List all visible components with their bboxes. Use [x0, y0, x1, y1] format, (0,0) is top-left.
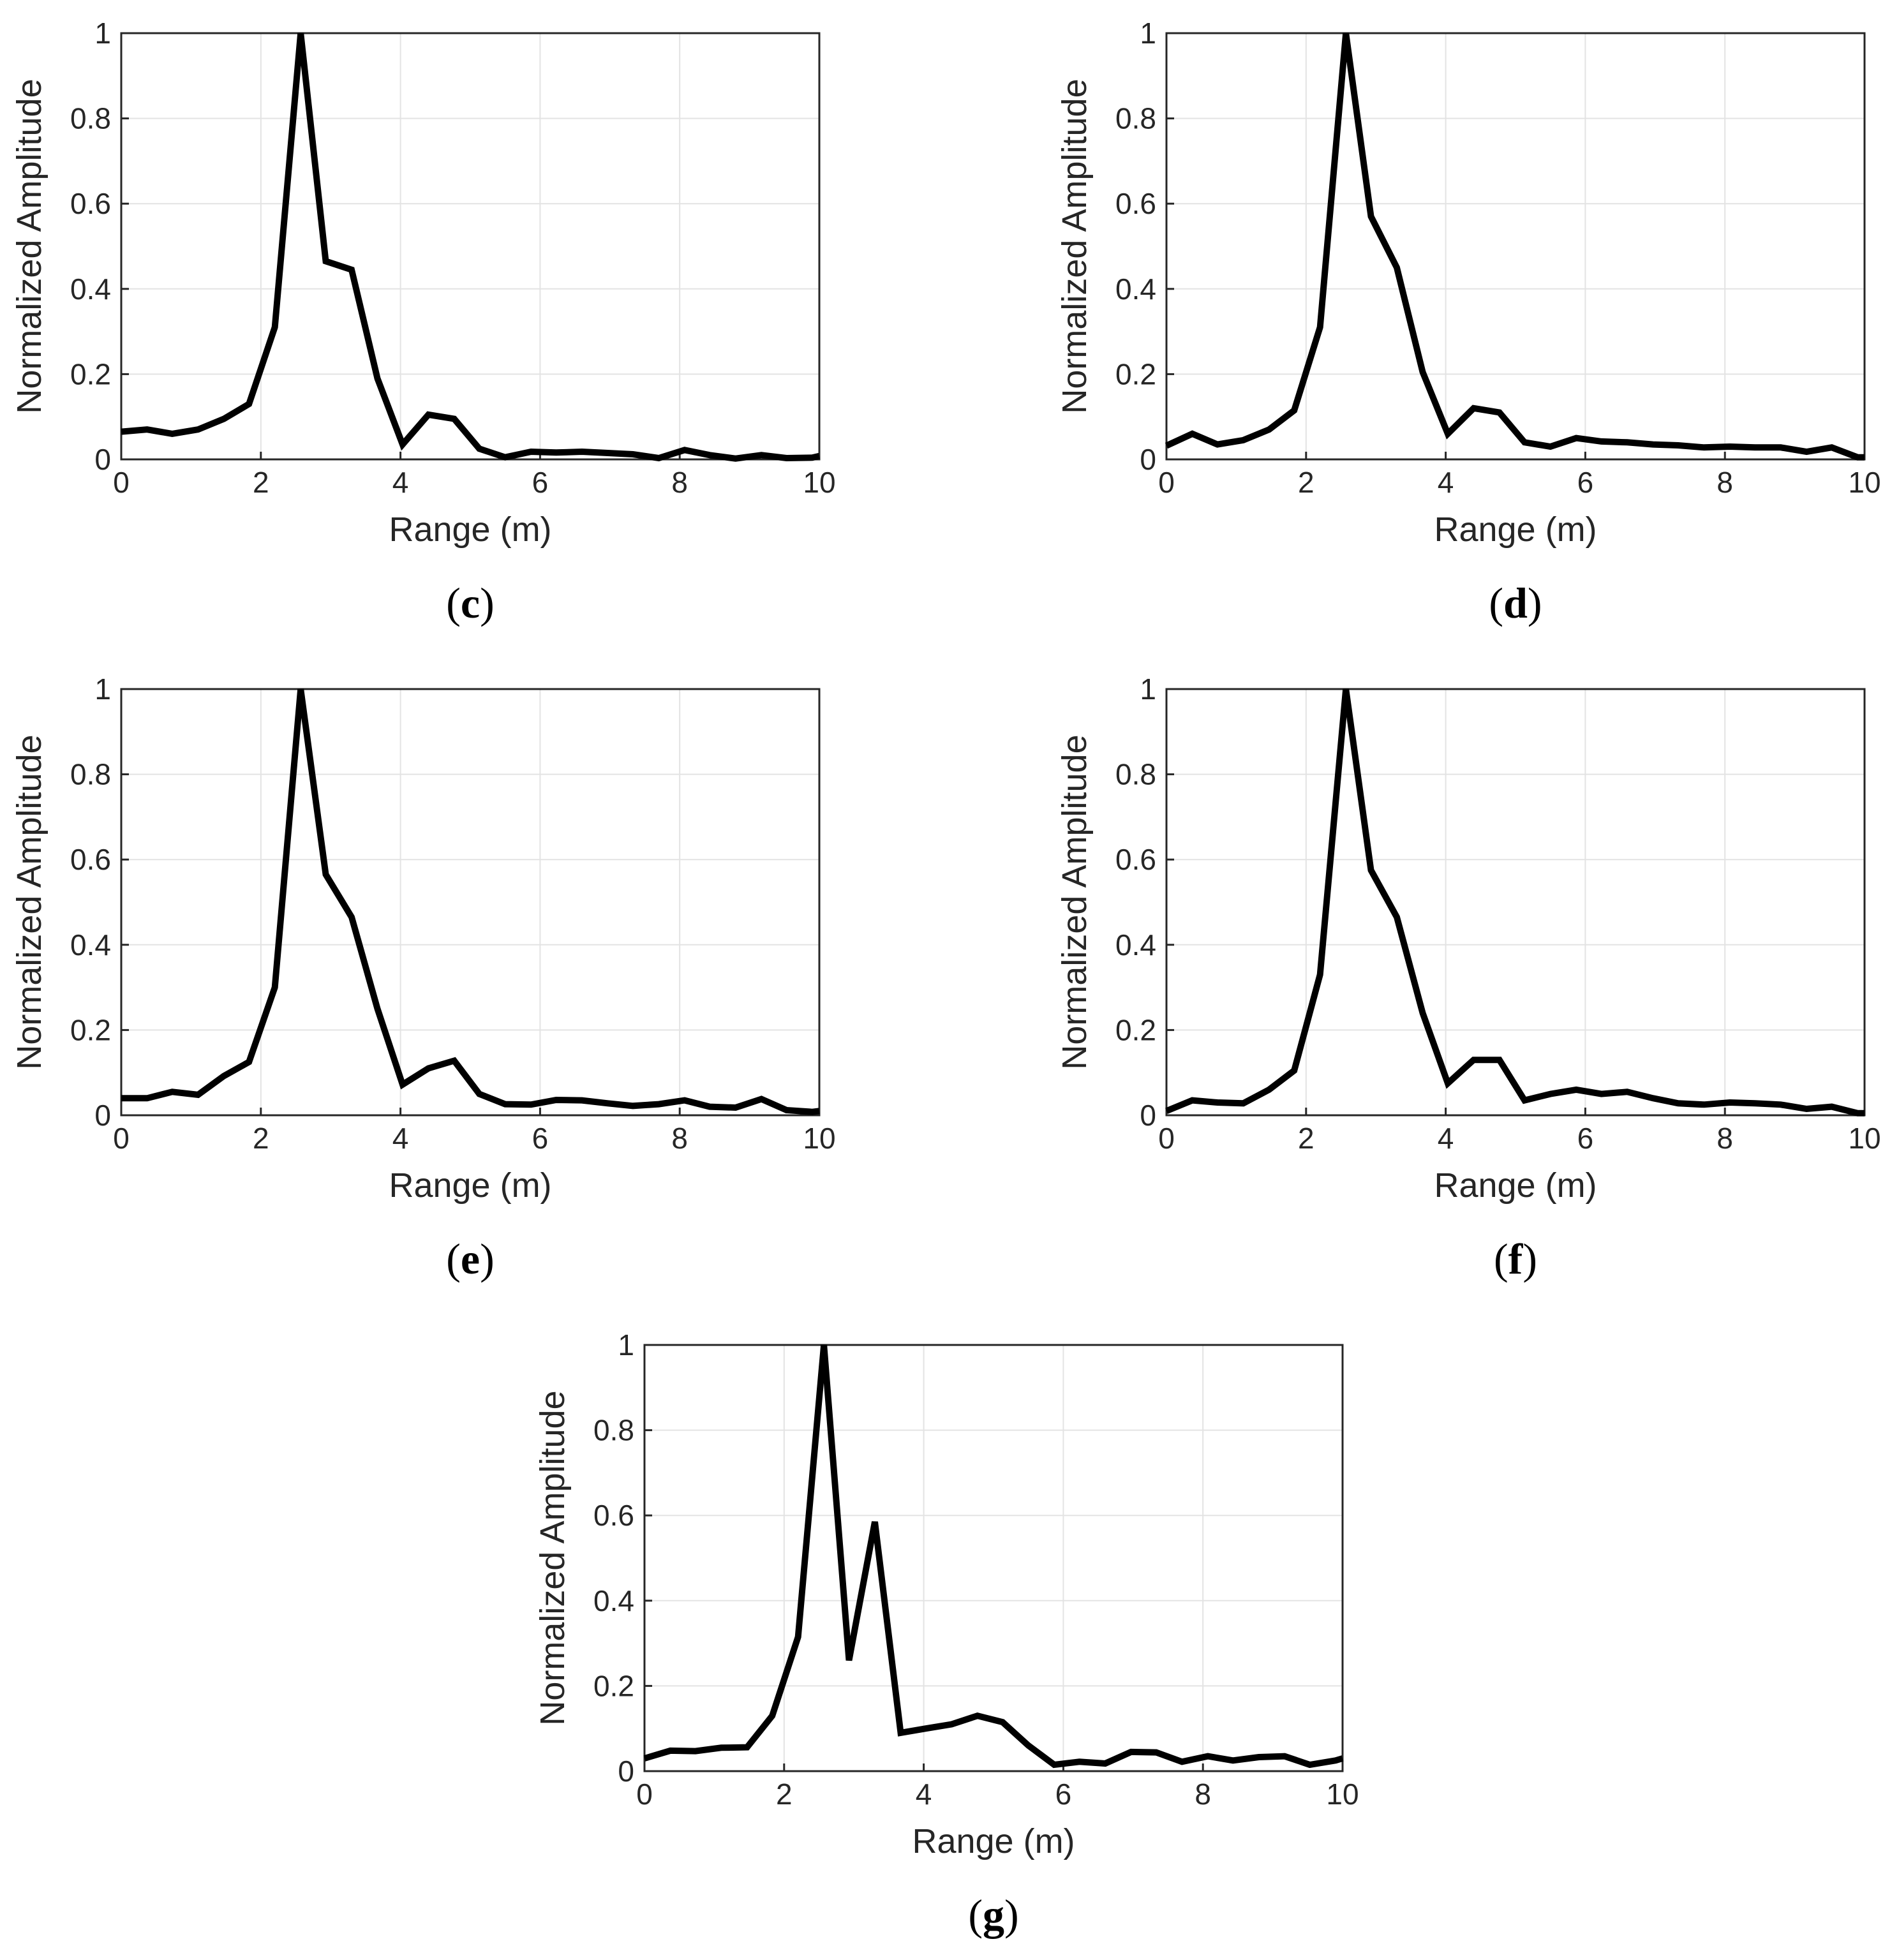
y-tick-label-f-2: 0.4 — [1115, 928, 1156, 961]
y-tick-label-c-1: 0.2 — [70, 357, 111, 390]
x-tick-label-c-0: 0 — [113, 466, 130, 499]
x-tick-label-c-5: 10 — [803, 466, 835, 499]
y-tick-label-g-2: 0.4 — [593, 1584, 634, 1617]
x-tick-label-c-2: 4 — [392, 466, 409, 499]
y-tick-label-d-0: 0 — [1140, 443, 1156, 476]
x-tick-label-d-2: 4 — [1438, 466, 1454, 499]
x-axis-label-d: Range (m) — [1434, 510, 1597, 549]
y-tick-label-d-1: 0.2 — [1115, 357, 1156, 390]
series-line-g — [643, 1344, 1344, 1769]
panel-label-e: (e) — [446, 1235, 495, 1283]
y-tick-label-g-3: 0.6 — [593, 1499, 634, 1532]
y-axis-label-g: Normalized Amplitude — [533, 1390, 572, 1725]
y-tick-label-f-0: 0 — [1140, 1099, 1156, 1132]
chart-panel-d: 0 2 4 6 8 10 0 0.2 0.4 0.6 0.8 1 Range (m) Normalized… — [1055, 17, 1881, 627]
x-tick-label-f-5: 10 — [1848, 1122, 1880, 1155]
y-tick-label-e-0: 0 — [94, 1099, 111, 1132]
y-tick-label-g-4: 0.8 — [593, 1414, 634, 1447]
x-tick-label-e-4: 8 — [671, 1122, 688, 1155]
x-tick-label-f-0: 0 — [1158, 1122, 1175, 1155]
x-axis-label-g: Range (m) — [912, 1822, 1075, 1860]
panel-label-g: (g) — [968, 1890, 1018, 1939]
panel-label-d: (d) — [1489, 579, 1542, 627]
y-tick-label-d-5: 1 — [1140, 17, 1156, 50]
x-axis-label-f: Range (m) — [1434, 1166, 1597, 1205]
x-tick-label-g-3: 6 — [1055, 1778, 1072, 1811]
chart-panel-c: 0 2 4 6 8 10 0 0.2 0.4 0.6 0.8 1 Range (m) Normalized… — [10, 17, 836, 627]
y-tick-label-f-4: 0.8 — [1115, 758, 1156, 791]
x-tick-label-e-1: 2 — [253, 1122, 269, 1155]
y-tick-label-c-0: 0 — [94, 443, 111, 476]
axes-box-g — [643, 1344, 1344, 1772]
y-tick-label-f-5: 1 — [1140, 672, 1156, 706]
y-tick-label-e-5: 1 — [94, 672, 111, 706]
chart-panel-g: 0 2 4 6 8 10 0 0.2 0.4 0.6 0.8 1 Range (m) Normalized… — [533, 1328, 1359, 1939]
x-tick-label-e-5: 10 — [803, 1122, 835, 1155]
y-axis-label-c: Normalized Amplitude — [10, 78, 48, 413]
y-tick-label-g-1: 0.2 — [593, 1669, 634, 1702]
x-tick-label-g-4: 8 — [1195, 1778, 1211, 1811]
y-tick-label-f-1: 0.2 — [1115, 1013, 1156, 1046]
y-tick-label-g-5: 1 — [618, 1328, 634, 1362]
axes-box-d — [1165, 32, 1866, 461]
x-tick-label-c-4: 8 — [671, 466, 688, 499]
y-tick-label-c-3: 0.6 — [70, 187, 111, 220]
x-tick-label-d-3: 6 — [1577, 466, 1594, 499]
x-tick-label-g-2: 4 — [916, 1778, 932, 1811]
x-axis-label-e: Range (m) — [389, 1166, 551, 1205]
x-tick-label-d-0: 0 — [1158, 466, 1175, 499]
x-tick-label-f-2: 4 — [1438, 1122, 1454, 1155]
x-tick-label-g-5: 10 — [1326, 1778, 1359, 1811]
y-tick-label-g-0: 0 — [618, 1755, 634, 1788]
y-tick-label-e-3: 0.6 — [70, 843, 111, 876]
y-tick-label-c-5: 1 — [94, 17, 111, 50]
y-tick-label-f-3: 0.6 — [1115, 843, 1156, 876]
x-tick-label-d-4: 8 — [1717, 466, 1733, 499]
x-tick-label-g-1: 2 — [776, 1778, 793, 1811]
x-axis-label-c: Range (m) — [389, 510, 551, 549]
panel-label-c: (c) — [446, 579, 495, 627]
y-tick-label-c-2: 0.4 — [70, 272, 111, 306]
x-tick-label-e-2: 4 — [392, 1122, 409, 1155]
axes-box-c — [120, 32, 821, 461]
x-tick-label-e-0: 0 — [113, 1122, 130, 1155]
y-axis-label-d: Normalized Amplitude — [1055, 78, 1094, 413]
x-tick-label-c-3: 6 — [532, 466, 549, 499]
series-line-e — [121, 688, 820, 1115]
chart-panel-e: 0 2 4 6 8 10 0 0.2 0.4 0.6 0.8 1 Range (m) Normalized… — [10, 672, 836, 1283]
x-tick-label-d-1: 2 — [1298, 466, 1314, 499]
x-tick-label-e-3: 6 — [532, 1122, 549, 1155]
y-axis-label-e: Normalized Amplitude — [10, 734, 48, 1069]
x-tick-label-f-4: 8 — [1717, 1122, 1733, 1155]
series-line-d — [1165, 33, 1865, 461]
panel-label-f: (f) — [1494, 1235, 1537, 1283]
y-tick-label-d-2: 0.4 — [1115, 272, 1156, 306]
x-tick-label-f-1: 2 — [1298, 1122, 1314, 1155]
x-tick-label-c-1: 2 — [253, 466, 269, 499]
x-tick-label-d-5: 10 — [1848, 466, 1880, 499]
y-tick-label-d-3: 0.6 — [1115, 187, 1156, 220]
y-tick-label-e-1: 0.2 — [70, 1013, 111, 1046]
axes-box-f — [1165, 688, 1866, 1117]
y-tick-label-d-4: 0.8 — [1115, 102, 1156, 135]
y-tick-label-e-4: 0.8 — [70, 758, 111, 791]
series-line-c — [121, 33, 821, 462]
y-axis-label-f: Normalized Amplitude — [1055, 734, 1094, 1069]
y-tick-label-c-4: 0.8 — [70, 102, 111, 135]
series-line-f — [1165, 688, 1865, 1117]
x-tick-label-f-3: 6 — [1577, 1122, 1594, 1155]
chart-panel-f: 0 2 4 6 8 10 0 0.2 0.4 0.6 0.8 1 Range (m) Normalized… — [1055, 672, 1881, 1283]
y-tick-label-e-2: 0.4 — [70, 928, 111, 961]
x-tick-label-g-0: 0 — [636, 1778, 653, 1811]
axes-box-e — [120, 688, 821, 1117]
